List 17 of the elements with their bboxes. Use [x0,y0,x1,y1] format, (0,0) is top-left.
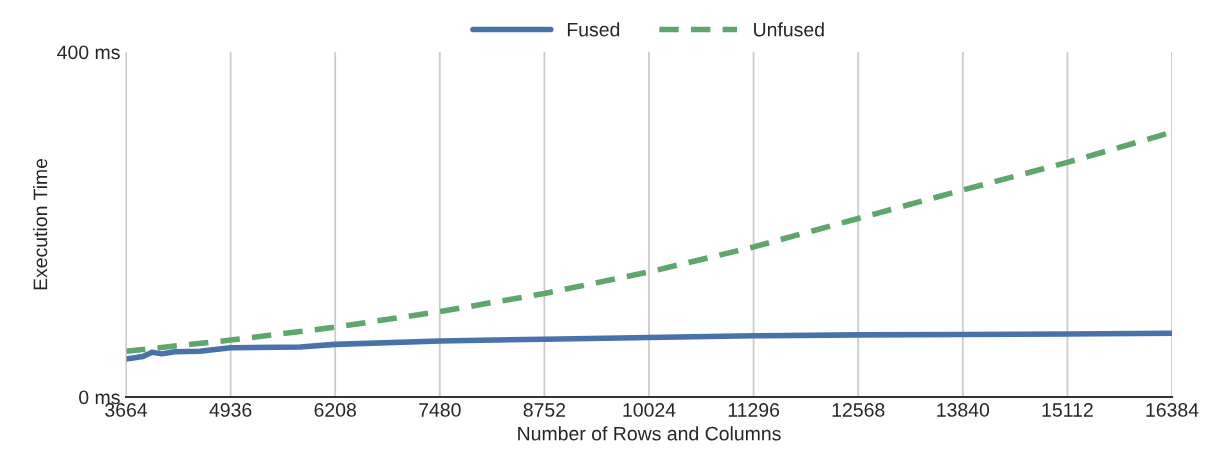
x-tick-label: 4936 [209,403,252,417]
x-tick-label: 11296 [728,403,780,417]
x-tick-label: 8752 [523,403,566,417]
x-tick-label: 16384 [1146,403,1199,417]
y-tick-label: 400 ms [57,45,120,60]
x-tick-label: 15112 [1042,403,1093,417]
legend-label: Unfused [754,22,824,37]
x-tick-label: 3664 [105,403,148,417]
x-tick-label: 12568 [832,403,885,417]
x-tick-label: 7480 [419,403,461,417]
x-tick-label: 13840 [937,403,990,417]
legend-label: Fused [567,22,620,37]
y-tick-label: 0 ms [79,390,120,405]
x-tick-label: 6208 [314,403,356,417]
y-axis-title: Execution Time [33,158,48,290]
x-tick-label: 10024 [623,403,676,417]
x-axis-title: Number of Rows and Columns [518,426,781,441]
